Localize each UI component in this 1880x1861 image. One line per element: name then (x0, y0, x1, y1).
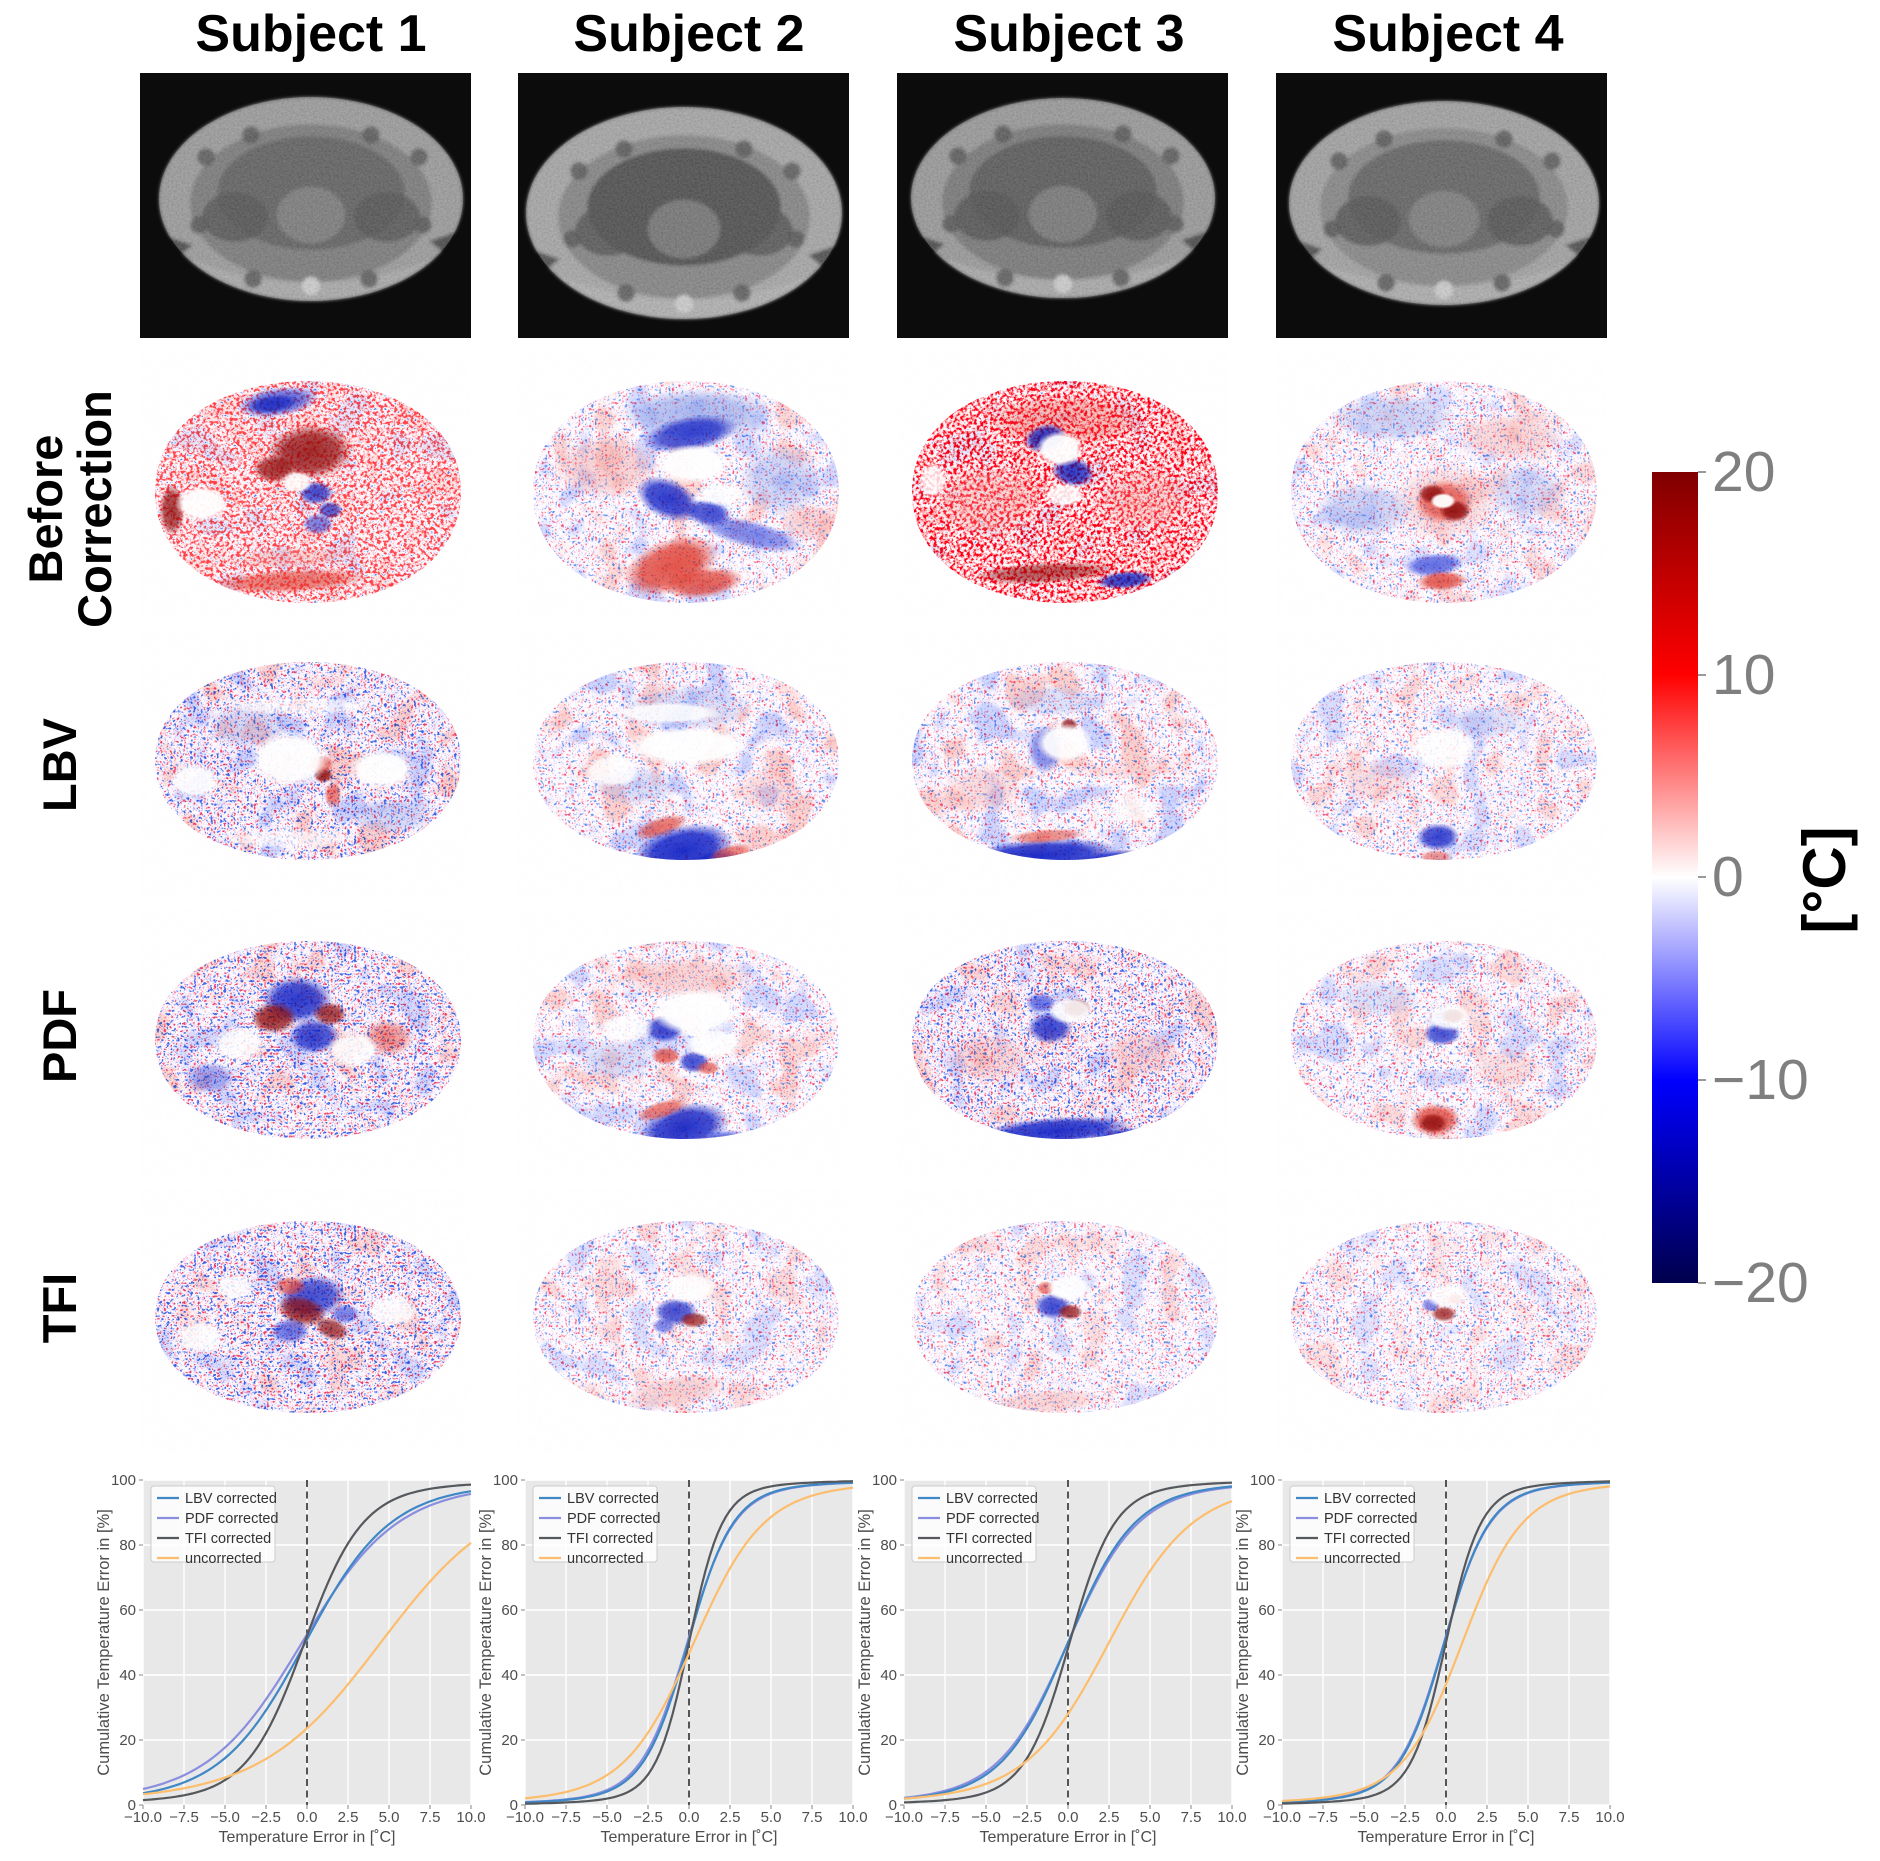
svg-text:20: 20 (119, 1732, 136, 1749)
svg-text:100: 100 (872, 1472, 897, 1489)
svg-text:−10.0: −10.0 (124, 1809, 162, 1826)
svg-text:PDF corrected: PDF corrected (946, 1511, 1039, 1527)
svg-text:Cumulative Temperature Error i: Cumulative Temperature Error in [%] (477, 1509, 495, 1776)
svg-text:100: 100 (1250, 1472, 1275, 1489)
svg-text:Temperature Error in [˚C]: Temperature Error in [˚C] (601, 1829, 778, 1846)
svg-text:60: 60 (880, 1602, 897, 1619)
svg-text:uncorrected: uncorrected (946, 1551, 1023, 1567)
svg-text:−5.0: −5.0 (1349, 1809, 1379, 1826)
svg-text:PDF corrected: PDF corrected (567, 1511, 660, 1527)
svg-text:Temperature Error in [˚C]: Temperature Error in [˚C] (980, 1829, 1157, 1846)
svg-text:20: 20 (501, 1732, 518, 1749)
svg-text:LBV corrected: LBV corrected (946, 1491, 1038, 1507)
svg-text:−10.0: −10.0 (1263, 1809, 1301, 1826)
svg-text:−7.5: −7.5 (551, 1809, 581, 1826)
svg-text:5.0: 5.0 (379, 1809, 400, 1826)
svg-text:80: 80 (119, 1537, 136, 1554)
svg-text:TFI corrected: TFI corrected (185, 1531, 271, 1547)
svg-text:0.0: 0.0 (297, 1809, 318, 1826)
svg-text:10.0: 10.0 (456, 1809, 485, 1826)
svg-text:0: 0 (510, 1797, 518, 1814)
svg-text:0: 0 (889, 1797, 897, 1814)
svg-text:2.5: 2.5 (720, 1809, 741, 1826)
svg-text:0: 0 (128, 1797, 136, 1814)
svg-text:2.5: 2.5 (338, 1809, 359, 1826)
svg-text:LBV corrected: LBV corrected (567, 1491, 659, 1507)
svg-text:Cumulative Temperature Error i: Cumulative Temperature Error in [%] (1234, 1509, 1252, 1776)
svg-text:7.5: 7.5 (420, 1809, 441, 1826)
svg-text:40: 40 (501, 1667, 518, 1684)
svg-text:uncorrected: uncorrected (185, 1551, 262, 1567)
svg-text:−7.5: −7.5 (169, 1809, 199, 1826)
svg-text:40: 40 (1258, 1667, 1275, 1684)
svg-text:7.5: 7.5 (1559, 1809, 1580, 1826)
svg-text:Temperature Error in [˚C]: Temperature Error in [˚C] (1358, 1829, 1535, 1846)
svg-text:−2.5: −2.5 (633, 1809, 663, 1826)
svg-text:60: 60 (119, 1602, 136, 1619)
svg-text:PDF corrected: PDF corrected (1324, 1511, 1417, 1527)
svg-text:Temperature Error in [˚C]: Temperature Error in [˚C] (219, 1829, 396, 1846)
svg-text:7.5: 7.5 (802, 1809, 823, 1826)
svg-text:10.0: 10.0 (838, 1809, 867, 1826)
svg-text:5.0: 5.0 (1518, 1809, 1539, 1826)
svg-text:−5.0: −5.0 (971, 1809, 1001, 1826)
svg-text:20: 20 (880, 1732, 897, 1749)
svg-text:−2.5: −2.5 (251, 1809, 281, 1826)
svg-text:0.0: 0.0 (1436, 1809, 1457, 1826)
svg-text:−2.5: −2.5 (1012, 1809, 1042, 1826)
svg-text:LBV corrected: LBV corrected (1324, 1491, 1416, 1507)
svg-text:Cumulative Temperature Error i: Cumulative Temperature Error in [%] (95, 1509, 113, 1776)
svg-text:80: 80 (880, 1537, 897, 1554)
svg-text:60: 60 (501, 1602, 518, 1619)
svg-text:−5.0: −5.0 (210, 1809, 240, 1826)
svg-text:80: 80 (1258, 1537, 1275, 1554)
svg-text:TFI corrected: TFI corrected (946, 1531, 1032, 1547)
svg-text:5.0: 5.0 (761, 1809, 782, 1826)
svg-text:40: 40 (880, 1667, 897, 1684)
svg-text:PDF corrected: PDF corrected (185, 1511, 278, 1527)
svg-text:TFI corrected: TFI corrected (1324, 1531, 1410, 1547)
svg-text:100: 100 (493, 1472, 518, 1489)
svg-text:80: 80 (501, 1537, 518, 1554)
svg-text:−10.0: −10.0 (885, 1809, 923, 1826)
svg-text:2.5: 2.5 (1099, 1809, 1120, 1826)
svg-text:60: 60 (1258, 1602, 1275, 1619)
svg-text:uncorrected: uncorrected (567, 1551, 644, 1567)
svg-text:TFI corrected: TFI corrected (567, 1531, 653, 1547)
svg-text:0: 0 (1267, 1797, 1275, 1814)
svg-text:−10.0: −10.0 (506, 1809, 544, 1826)
svg-text:−5.0: −5.0 (592, 1809, 622, 1826)
svg-text:2.5: 2.5 (1477, 1809, 1498, 1826)
svg-text:10.0: 10.0 (1595, 1809, 1624, 1826)
svg-text:10.0: 10.0 (1217, 1809, 1246, 1826)
svg-text:−7.5: −7.5 (1308, 1809, 1338, 1826)
svg-text:20: 20 (1258, 1732, 1275, 1749)
svg-text:7.5: 7.5 (1181, 1809, 1202, 1826)
svg-text:100: 100 (111, 1472, 136, 1489)
svg-text:−7.5: −7.5 (930, 1809, 960, 1826)
svg-text:40: 40 (119, 1667, 136, 1684)
svg-text:LBV corrected: LBV corrected (185, 1491, 277, 1507)
svg-text:0.0: 0.0 (679, 1809, 700, 1826)
svg-text:Cumulative Temperature Error i: Cumulative Temperature Error in [%] (856, 1509, 874, 1776)
svg-text:−2.5: −2.5 (1390, 1809, 1420, 1826)
svg-text:0.0: 0.0 (1058, 1809, 1079, 1826)
svg-text:5.0: 5.0 (1140, 1809, 1161, 1826)
svg-text:uncorrected: uncorrected (1324, 1551, 1401, 1567)
